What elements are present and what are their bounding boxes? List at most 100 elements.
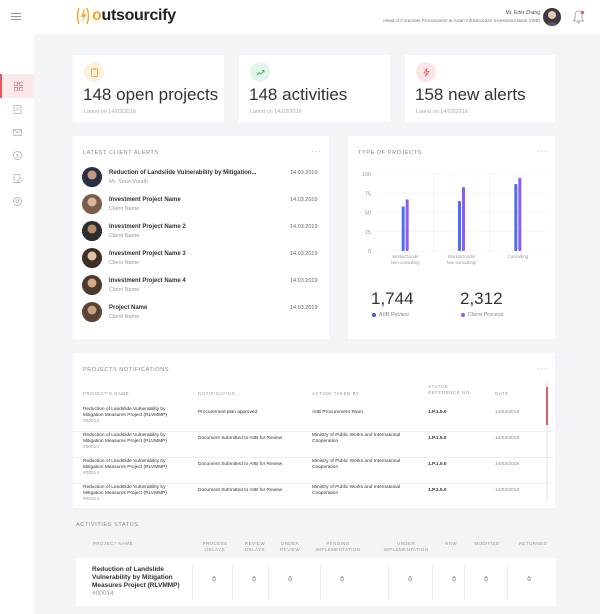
activity-row[interactable]: Reduction of Landslide Vulnerability by … [76, 558, 556, 606]
stat-card-activities[interactable]: 148 activities Latest on 14/03/2019 [239, 55, 390, 122]
user-avatar[interactable] [543, 8, 561, 26]
stat-card-new-alerts[interactable]: 158 new alerts Latest on 14/03/2019 [405, 55, 555, 122]
notifications-title: PROJECTS NOTIFICATIONS [83, 367, 170, 373]
legend-dot [461, 312, 465, 317]
activities-col-review-delays[interactable]: REVIEW DELAYS [244, 541, 266, 552]
activities-col-process-delays[interactable]: PROCESS DELAYS [202, 541, 228, 552]
alert-client: Client Name [109, 314, 140, 320]
scrollbar-track[interactable] [546, 381, 548, 501]
dollar-icon: $ [12, 150, 22, 160]
col-date[interactable]: DATE [495, 391, 509, 396]
bar-aiib-review[interactable] [458, 200, 461, 251]
col-project-name[interactable]: PROJECT'S NAME [83, 391, 130, 396]
alert-item[interactable]: Investment Project Name Client Name 14.03.… [82, 194, 322, 216]
notification-text: Document Submitted to AIIB for Review [198, 488, 283, 493]
notification-date: 14/03/2019 [495, 436, 520, 441]
activity-separator [507, 564, 508, 600]
notification-row[interactable]: Reduction of Landslide Vulnerability by … [73, 457, 553, 484]
bar-client-process[interactable] [462, 187, 465, 251]
activity-value: 0 [484, 577, 488, 583]
activities-title: ACTIVITIES STATUS [76, 522, 139, 528]
activities-col-new[interactable]: NEW [445, 541, 457, 546]
y-tick-label: 75 [365, 191, 371, 197]
clipboard-icon [84, 62, 104, 82]
activities-col-returned[interactable]: RETURNED [518, 541, 548, 546]
alert-item[interactable]: Investment Project Name 4 Client Name 14.0… [82, 275, 322, 297]
notification-date: 14/03/2019 [495, 462, 520, 467]
notification-action: Ministry of Public Works and Internation… [312, 433, 401, 444]
activity-separator [432, 564, 433, 600]
alert-client: Client Name [109, 233, 140, 239]
notification-project: Reduction of Landslide Vulnerability by … [83, 407, 167, 424]
sidebar-item-contracts[interactable] [0, 166, 34, 190]
legend-value-client-process: 2,312 [460, 289, 503, 308]
scrollbar-thumb[interactable] [546, 387, 548, 425]
alert-icon [416, 62, 436, 82]
logo[interactable]: outsourcify [76, 7, 176, 25]
activities-col-under-implementation[interactable]: UNDER IMPLEMENTATION [383, 541, 429, 552]
client-alerts-title: LATEST CLIENT ALERTS [83, 150, 159, 156]
col-notification[interactable]: NOTIFICATION [198, 391, 236, 396]
sidebar-item-finance[interactable]: $ [0, 143, 34, 167]
avatar [82, 194, 102, 214]
activity-value: 0 [527, 577, 531, 583]
activities-col-pending-implementation[interactable]: PENDING IMPLEMENTATION [315, 541, 361, 552]
activity-value: 0 [288, 577, 292, 583]
bar-aiib-review[interactable] [401, 206, 405, 251]
stat-value: 158 new alerts [415, 85, 526, 104]
user-role: Head of Corporate Procurement at Asian I… [383, 18, 540, 23]
top-bar: outsourcify Mr. Eder Zhang Head of Corpo… [0, 0, 600, 34]
activities-col-project-name[interactable]: PROJECT NAME [93, 541, 133, 546]
more-icon[interactable]: ··· [537, 364, 547, 373]
y-tick-label: 50 [365, 211, 371, 217]
project-notifications-card: PROJECTS NOTIFICATIONS ··· PROJECT'S NAM… [73, 353, 555, 510]
alert-title: Investment Project Name 2 [109, 224, 186, 230]
col-status-reference[interactable]: STATUS REFERENCE No. [428, 384, 472, 395]
menu-icon[interactable] [11, 13, 21, 20]
avatar [82, 302, 102, 322]
x-tick-label: Consulting [508, 254, 529, 259]
legend-dot [372, 312, 376, 317]
y-tick-label: 25 [365, 230, 371, 236]
activity-value: 0 [252, 577, 256, 583]
alert-client: Mr. Soun Vieath [109, 179, 149, 185]
more-icon[interactable]: ··· [537, 147, 547, 156]
activity-value: 0 [212, 577, 216, 583]
bar-client-process[interactable] [405, 199, 409, 251]
alert-item[interactable]: Investment Project Name 2 Client Name 14.0… [82, 221, 322, 243]
trend-icon [250, 62, 270, 82]
stat-card-open-projects[interactable]: 148 open projects Latest on 14/03/2019 [73, 55, 224, 122]
notification-project: Reduction of Landslide Vulnerability by … [83, 433, 167, 450]
activity-separator [388, 564, 389, 600]
more-icon[interactable]: ··· [311, 147, 321, 156]
project-types-title: TYPE OF PROJECTS [358, 150, 422, 156]
activity-separator [464, 564, 465, 600]
notification-text: Document Submitted to AIIB for Review [198, 462, 283, 467]
bar-client-process[interactable] [518, 177, 522, 251]
alert-title: Reduction of Landslide Vulnerability by … [109, 170, 257, 176]
activity-value: 0 [452, 577, 456, 583]
sidebar-item-awards[interactable] [0, 189, 34, 213]
activities-col-modified[interactable]: MODIFIED [474, 541, 500, 546]
alert-title: Investment Project Name [109, 197, 181, 203]
col-action-taken-by[interactable]: ACTION TAKEN BY [312, 391, 360, 396]
notification-date: 14/03/2019 [495, 488, 520, 493]
alert-item[interactable]: Investment Project Name 3 Client Name 14.0… [82, 248, 322, 270]
notification-row[interactable]: Reduction of Landslide Vulnerability by … [73, 483, 553, 510]
bell-icon[interactable] [572, 10, 585, 24]
activities-col-under-review[interactable]: UNDER REVIEW [279, 541, 301, 552]
sidebar-item-documents[interactable] [0, 97, 34, 121]
alert-item[interactable]: Reduction of Landslide Vulnerability by … [82, 167, 322, 189]
notification-row[interactable]: Reduction of Landslide Vulnerability by … [73, 431, 553, 458]
sidebar-item-messages[interactable] [0, 120, 34, 144]
alert-client: Client Name [109, 287, 140, 293]
activity-value: 0 [340, 577, 344, 583]
activity-separator [232, 564, 233, 600]
bar-aiib-review[interactable] [514, 184, 518, 251]
sidebar-item-dashboard[interactable] [0, 74, 34, 98]
activity-separator [192, 564, 193, 600]
alert-item[interactable]: Project Name Client Name 14.03.2019 [82, 302, 322, 324]
notification-row[interactable]: Reduction of Landslide Vulnerability by … [73, 405, 553, 432]
y-tick-label: 0 [368, 249, 371, 255]
